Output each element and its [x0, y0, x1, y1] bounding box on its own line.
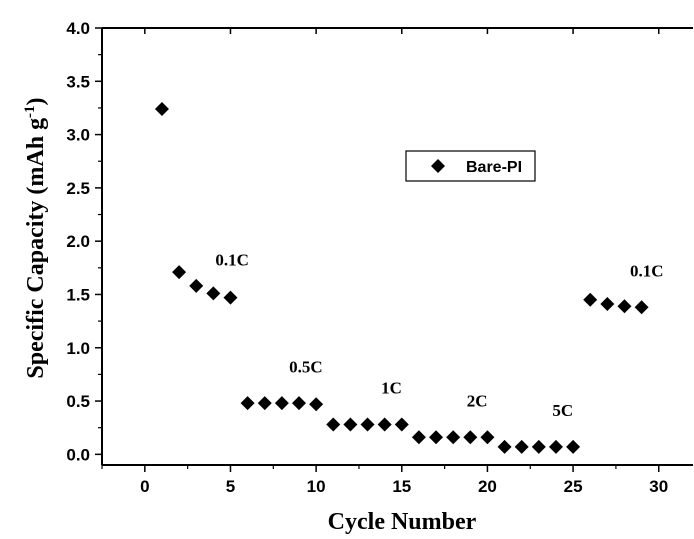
data-point [257, 396, 272, 411]
y-tick-label: 2.0 [66, 232, 90, 251]
data-point [394, 417, 409, 432]
data-point [411, 430, 426, 445]
data-point [343, 417, 358, 432]
rate-annotation: 0.1C [630, 261, 664, 280]
x-tick-label: 5 [226, 477, 235, 496]
y-tick-label: 2.5 [66, 179, 90, 198]
data-point [429, 430, 444, 445]
y-tick-label: 0.0 [66, 445, 90, 464]
rate-annotation: 2C [467, 391, 488, 410]
data-point [497, 439, 512, 454]
legend-label-bare-pi: Bare-PI [466, 159, 522, 176]
x-tick-label: 25 [564, 477, 583, 496]
y-tick-label: 3.5 [66, 72, 90, 91]
y-tick-label: 1.0 [66, 339, 90, 358]
legend-marker-bare-pi [431, 159, 445, 173]
y-tick-label: 3.0 [66, 126, 90, 145]
y-tick-label: 4.0 [66, 19, 90, 38]
x-tick-label: 30 [649, 477, 668, 496]
data-point [548, 439, 563, 454]
y-axis-title: Specific Capacity (mAh g-1) [22, 97, 49, 378]
data-point [377, 417, 392, 432]
data-point [309, 397, 324, 412]
data-point [240, 396, 255, 411]
data-point [292, 396, 306, 411]
data-point [634, 300, 649, 315]
rate-annotation: 0.5C [289, 357, 323, 376]
data-point [206, 286, 221, 301]
data-point [463, 430, 478, 445]
y-axis-title-sup: -1 [22, 105, 38, 118]
data-point [326, 417, 341, 432]
data-point [617, 299, 632, 314]
x-axis-title: Cycle Number [328, 509, 477, 535]
data-point [566, 439, 581, 454]
x-tick-label: 20 [478, 477, 497, 496]
rate-annotation: 5C [552, 401, 573, 420]
y-axis-title-main: Specific Capacity (mAh g [23, 118, 49, 379]
data-point [189, 278, 204, 293]
x-tick-label: 10 [307, 477, 326, 496]
data-point [600, 297, 615, 312]
y-tick-label: 0.5 [66, 392, 90, 411]
data-point [154, 102, 169, 117]
data-point [514, 439, 529, 454]
data-point [583, 292, 598, 307]
annotations: 0.1C 0.5C 1C 2C 5C 0.1C [215, 251, 663, 420]
data-point [223, 290, 238, 305]
y-axis-title-close: ) [23, 97, 49, 105]
x-tick-label: 15 [392, 477, 411, 496]
x-axis: 0 5 10 15 20 25 30 [101, 28, 668, 496]
data-point [480, 430, 495, 445]
y-tick-label: 1.5 [66, 285, 90, 304]
data-point [172, 265, 187, 280]
legend: Bare-PI [405, 150, 536, 182]
data-point [446, 430, 461, 445]
legend-box [405, 150, 536, 182]
x-tick-label: 0 [140, 477, 149, 496]
data-point [531, 439, 546, 454]
y-axis: 0.0 0.5 1.0 1.5 2.0 2.5 3.0 3.5 4.0 [66, 19, 102, 464]
rate-annotation: 0.1C [215, 251, 249, 270]
data-points [154, 102, 649, 454]
rate-annotation: 1C [381, 379, 402, 398]
plot-frame [101, 27, 693, 466]
data-point [274, 396, 289, 411]
data-point [360, 417, 375, 432]
